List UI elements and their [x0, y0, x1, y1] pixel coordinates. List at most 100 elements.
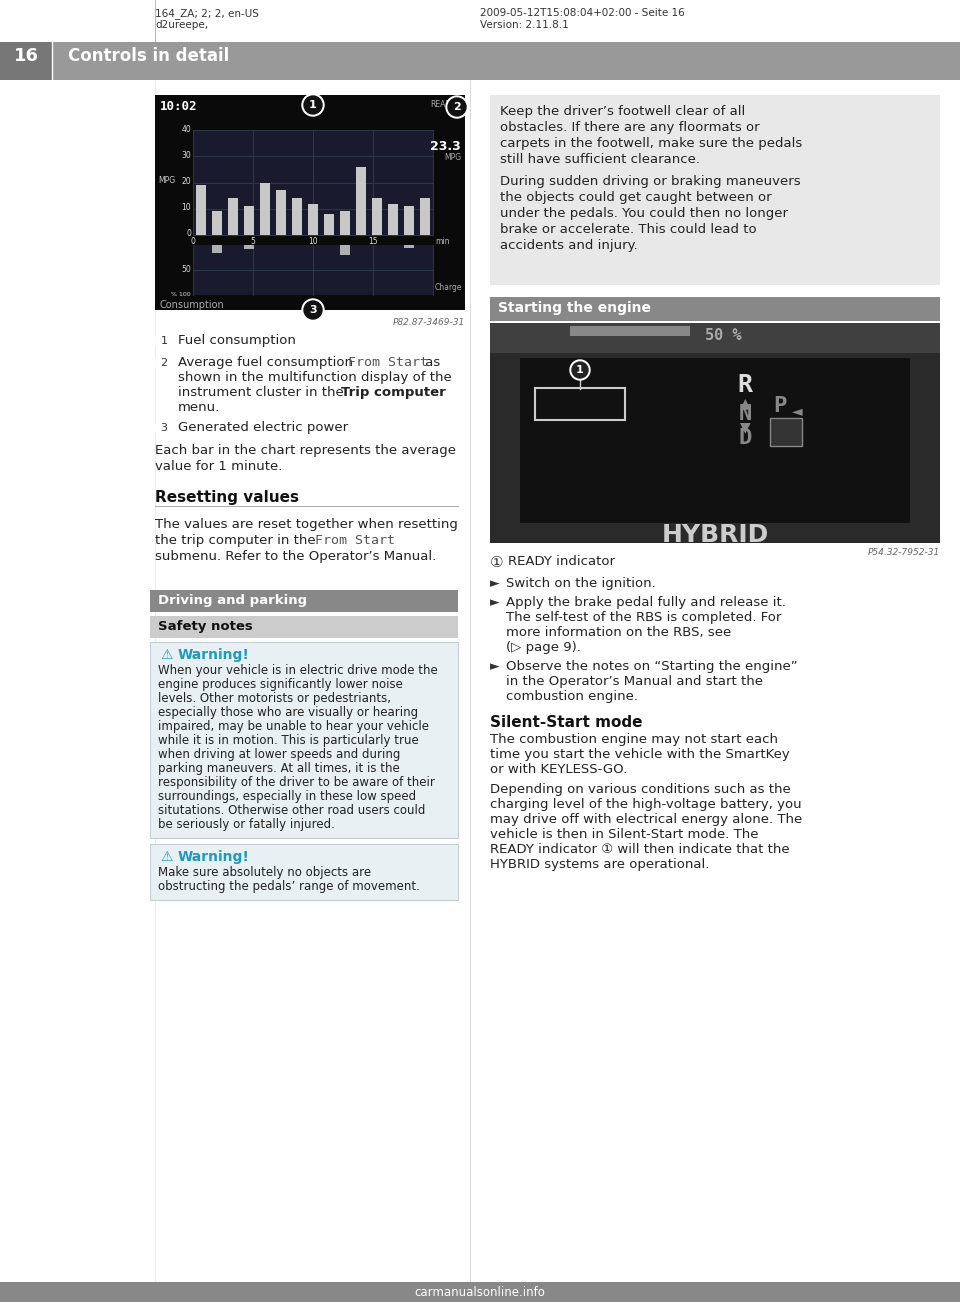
- Text: Warning!: Warning!: [178, 648, 250, 661]
- Text: accidents and injury.: accidents and injury.: [500, 240, 637, 253]
- Text: ⚠: ⚠: [160, 648, 173, 661]
- Bar: [520, 358, 910, 523]
- Bar: [455, 102, 458, 109]
- Bar: [0, 42, 960, 79]
- Text: or with KEYLESS-GO.: or with KEYLESS-GO.: [490, 763, 627, 776]
- Text: 20: 20: [181, 177, 191, 186]
- Circle shape: [572, 362, 588, 378]
- Text: the trip computer in the: the trip computer in the: [155, 534, 320, 547]
- Circle shape: [155, 354, 173, 372]
- Text: N: N: [738, 404, 752, 424]
- Text: 1: 1: [576, 365, 584, 375]
- Text: 10:02: 10:02: [160, 100, 198, 113]
- Circle shape: [448, 98, 466, 116]
- Text: obstructing the pedals’ range of movement.: obstructing the pedals’ range of movemen…: [158, 880, 420, 893]
- Bar: [244, 206, 254, 234]
- Bar: [260, 182, 270, 234]
- Text: the objects could get caught between or: the objects could get caught between or: [500, 191, 772, 204]
- Text: % 100: % 100: [172, 292, 191, 297]
- Bar: [244, 245, 254, 249]
- Text: be seriously or fatally injured.: be seriously or fatally injured.: [158, 818, 335, 831]
- Text: 10: 10: [181, 203, 191, 212]
- Circle shape: [304, 301, 322, 319]
- Text: Depending on various conditions such as the: Depending on various conditions such as …: [490, 783, 791, 796]
- Text: responsibility of the driver to be aware of their: responsibility of the driver to be aware…: [158, 776, 435, 789]
- Text: instrument cluster in the: instrument cluster in the: [178, 385, 348, 398]
- Bar: [150, 642, 458, 838]
- Text: ▼: ▼: [740, 421, 751, 434]
- Bar: [193, 130, 433, 234]
- Bar: [228, 198, 238, 234]
- Text: Resetting values: Resetting values: [155, 490, 299, 505]
- Bar: [356, 167, 366, 234]
- Circle shape: [302, 299, 324, 322]
- Bar: [420, 198, 430, 234]
- Text: 2009-05-12T15:08:04+02:00 - Seite 16: 2009-05-12T15:08:04+02:00 - Seite 16: [480, 8, 684, 18]
- Text: Average fuel consumption: Average fuel consumption: [178, 355, 357, 368]
- Text: situtations. Otherwise other road users could: situtations. Otherwise other road users …: [158, 805, 425, 816]
- Text: Each bar in the chart represents the average: Each bar in the chart represents the ave…: [155, 444, 456, 457]
- Text: levels. Other motorists or pedestriants,: levels. Other motorists or pedestriants,: [158, 691, 391, 704]
- Text: 10: 10: [308, 237, 318, 246]
- Circle shape: [155, 419, 173, 437]
- Text: READY: READY: [430, 100, 455, 109]
- Bar: [404, 206, 414, 234]
- Text: Consumption: Consumption: [160, 299, 225, 310]
- Text: carmanualsonline.info: carmanualsonline.info: [415, 1285, 545, 1298]
- Text: in the Operator’s Manual and start the: in the Operator’s Manual and start the: [506, 674, 763, 687]
- Text: engine produces significantly lower noise: engine produces significantly lower nois…: [158, 678, 403, 691]
- Text: The self-test of the RBS is completed. For: The self-test of the RBS is completed. F…: [506, 611, 781, 624]
- Bar: [0, 0, 960, 42]
- Text: especially those who are visually or hearing: especially those who are visually or hea…: [158, 706, 419, 719]
- Text: 5: 5: [251, 237, 255, 246]
- Text: 2: 2: [453, 102, 461, 112]
- Text: may drive off with electrical energy alone. The: may drive off with electrical energy alo…: [490, 812, 803, 825]
- Text: combustion engine.: combustion engine.: [506, 690, 638, 703]
- Text: carpets in the footwell, make sure the pedals: carpets in the footwell, make sure the p…: [500, 137, 803, 150]
- Text: R: R: [737, 372, 753, 397]
- Text: Fuel consumption: Fuel consumption: [178, 335, 296, 348]
- Text: ►: ►: [490, 577, 499, 590]
- Bar: [150, 844, 458, 900]
- Text: impaired, may be unable to hear your vehicle: impaired, may be unable to hear your veh…: [158, 720, 429, 733]
- Text: (▷ page 9).: (▷ page 9).: [506, 641, 581, 654]
- Text: 40: 40: [181, 125, 191, 134]
- Text: MPG: MPG: [158, 176, 176, 185]
- Text: 16: 16: [13, 47, 38, 65]
- Bar: [340, 245, 350, 255]
- Bar: [459, 102, 462, 109]
- Text: Generated electric power: Generated electric power: [178, 421, 348, 434]
- Bar: [193, 245, 433, 296]
- Text: HYBRID systems are operational.: HYBRID systems are operational.: [490, 858, 709, 871]
- Bar: [150, 590, 458, 612]
- Circle shape: [304, 96, 322, 115]
- Text: When your vehicle is in electric drive mode the: When your vehicle is in electric drive m…: [158, 664, 438, 677]
- Circle shape: [446, 96, 468, 118]
- Text: 50 %: 50 %: [705, 328, 741, 342]
- Bar: [570, 326, 690, 336]
- Text: min: min: [435, 237, 449, 246]
- Text: brake or accelerate. This could lead to: brake or accelerate. This could lead to: [500, 223, 756, 236]
- Text: P54.32-7952-31: P54.32-7952-31: [868, 548, 940, 557]
- Bar: [155, 95, 465, 310]
- Bar: [276, 190, 286, 234]
- Text: Version: 2.11.8.1: Version: 2.11.8.1: [480, 20, 568, 30]
- Bar: [324, 214, 334, 234]
- Text: Controls in detail: Controls in detail: [68, 47, 229, 65]
- Text: Starting the engine: Starting the engine: [498, 301, 651, 315]
- Text: E: E: [780, 423, 792, 441]
- Text: ◄: ◄: [792, 404, 803, 418]
- Text: 3: 3: [309, 305, 317, 315]
- Text: Switch on the ignition.: Switch on the ignition.: [506, 577, 656, 590]
- Text: Silent-Start mode: Silent-Start mode: [490, 715, 642, 730]
- Text: 3: 3: [160, 423, 167, 434]
- Text: READY indicator: READY indicator: [508, 555, 615, 568]
- Text: ①: ①: [490, 555, 504, 570]
- Text: 50: 50: [181, 264, 191, 273]
- Text: 2: 2: [160, 358, 168, 368]
- Text: charging level of the high-voltage battery, you: charging level of the high-voltage batte…: [490, 798, 802, 811]
- Bar: [490, 323, 940, 353]
- Text: 15: 15: [369, 237, 378, 246]
- Text: ▲: ▲: [740, 396, 751, 410]
- Bar: [196, 185, 206, 234]
